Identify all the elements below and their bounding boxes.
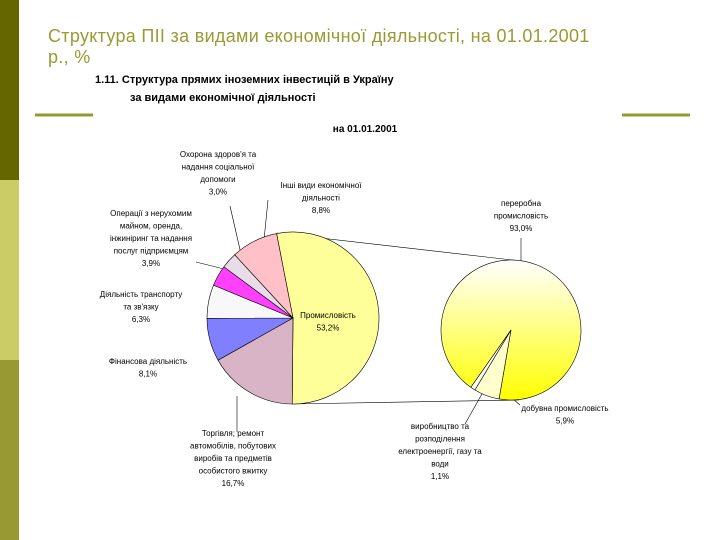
slice-label: Операції з нерухомим майном, оренда, інжин… — [110, 209, 192, 256]
value-label: 5,9% — [556, 417, 574, 426]
slice-label-line: переробна — [501, 199, 542, 208]
slice-label-line: особистого вжитку — [199, 467, 268, 476]
slice-label-line: Операції з нерухомим — [110, 209, 192, 218]
chart-title: 1.11. Структура прямих іноземних інвести… — [95, 74, 394, 86]
slice-label-line: розподілення — [415, 435, 465, 444]
pie-slice — [440, 259, 582, 401]
slice-label-line: Діяльність транспорту — [100, 290, 182, 299]
pie-slice — [234, 233, 294, 319]
slice-label: Торгівля; ремонт автомобілів, побутових ви… — [190, 429, 276, 476]
value-label: 6,3% — [132, 315, 150, 324]
side-bar — [0, 360, 19, 540]
side-bar — [0, 0, 19, 180]
connector — [291, 399, 520, 405]
side-bar — [0, 180, 19, 360]
pie-slice — [217, 317, 294, 405]
slice-label-line: Промисловість — [300, 311, 356, 320]
slice-label-line: Інші види економічної — [280, 181, 362, 190]
leader — [229, 205, 242, 255]
slice-label-line: інжиніринг та надання — [110, 234, 192, 243]
slice-label-line: Охорона здоров'я та — [180, 150, 257, 159]
slice-label-line: надання соціальної — [182, 163, 255, 172]
slice-label-line: виробів та предметів — [194, 454, 272, 463]
leader — [263, 199, 269, 241]
value-label: 53,2% — [317, 324, 340, 333]
slice-label: Фінансова діяльність — [109, 357, 187, 366]
slice-label-line: Фінансова діяльність — [109, 357, 187, 366]
slice-label: Промисловість — [300, 311, 356, 320]
slice-label-line: води — [431, 460, 449, 469]
value-label: 8,8% — [312, 206, 330, 215]
slice-label: Охорона здоров'я та надання соціальної доп… — [180, 150, 257, 184]
slice-label: добувна промисловість — [521, 404, 608, 413]
value-label: 16,7% — [222, 479, 245, 488]
slice-label-line: добувна промисловість — [521, 404, 608, 413]
value-label: 1,1% — [431, 472, 449, 481]
chart-title: за видами економічної діяльності — [130, 92, 316, 104]
slide-title: Структура ПІІ за видами економічної діял… — [48, 26, 590, 67]
slice-label-line: послуг підприємцям — [114, 247, 189, 256]
value-label: 3,9% — [142, 259, 160, 268]
slice-label-line: Торгівля; ремонт — [202, 429, 265, 438]
pie-slice — [470, 329, 512, 391]
slice-label-line: автомобілів, побутових — [190, 442, 276, 451]
slice-label-line: майном, оренда, — [120, 222, 182, 231]
slice-label-line: діяльності — [302, 194, 340, 203]
slice-label-line: виробництво та — [411, 422, 470, 431]
slice-label: виробництво та розподілення електроенергії… — [398, 422, 482, 469]
slice-label: Інші види економічної діяльності — [280, 181, 362, 203]
pie-slice — [276, 231, 380, 405]
slice-label: переробна промисловість — [494, 199, 548, 221]
value-label: 3,0% — [209, 188, 227, 197]
value-label: 93,0% — [510, 224, 533, 233]
value-label: 8,1% — [139, 370, 157, 379]
slice-label-line: промисловість — [494, 212, 548, 221]
slice-label: Діяльність транспорту та зв'язку — [100, 290, 182, 312]
slice-label-line: та зв'язку — [123, 303, 158, 312]
slice-label-line: допомоги — [200, 175, 235, 184]
chart-subtitle: на 01.01.2001 — [333, 124, 398, 135]
slice-label-line: електроенергії, газу та — [398, 447, 482, 456]
